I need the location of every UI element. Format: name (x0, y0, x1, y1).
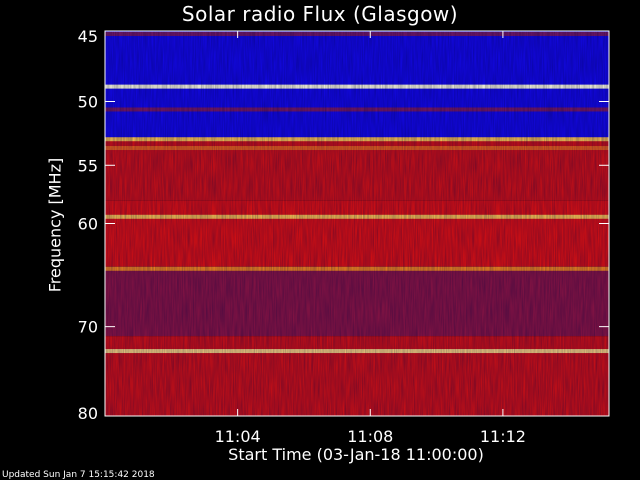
noise-overlay (105, 31, 609, 416)
y-tick-label-2: 50 (78, 93, 98, 112)
y-tick-label-5: 70 (78, 318, 98, 337)
y-tick-label-3: 55 (78, 156, 98, 175)
chart-title: Solar radio Flux (Glasgow) (181, 2, 459, 26)
x-axis: 11:04 11:08 11:12 (215, 31, 526, 446)
x-tick-label-1: 11:04 (215, 427, 261, 446)
y-axis: 45 50 55 60 70 80 (78, 27, 609, 423)
update-timestamp: Updated Sun Jan 7 15:15:42 2018 (2, 470, 155, 480)
y-tick-label-4: 60 (78, 215, 98, 234)
x-axis-label: Start Time (03-Jan-18 11:00:00) (228, 445, 484, 464)
y-axis-label: Frequency [MHz] (45, 157, 65, 293)
y-tick-label-1: 45 (78, 27, 98, 46)
x-tick-label-3: 11:12 (480, 427, 526, 446)
x-tick-label-2: 11:08 (347, 427, 393, 446)
y-tick-label-6: 80 (78, 404, 98, 423)
